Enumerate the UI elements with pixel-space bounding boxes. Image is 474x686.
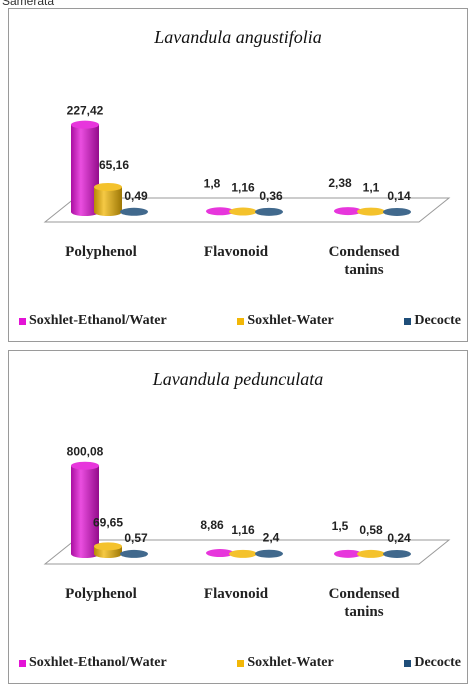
data-label: 0,24 — [387, 531, 411, 545]
data-label: 0,58 — [359, 523, 383, 537]
data-label: 0,14 — [387, 189, 411, 203]
bar-top — [255, 208, 283, 216]
legend-label: Soxhlet-Water — [247, 655, 333, 671]
bar-top — [383, 208, 411, 216]
bar-top — [383, 550, 411, 558]
legend-item-decocte: Decocte — [404, 313, 461, 329]
bar-1-2 — [255, 550, 283, 558]
chart-plot-angustifolia: 227,42 65,16 0,49 Polyphenol 1,8 1,16 0,36 Flav… — [9, 9, 467, 341]
legend-item-water: Soxhlet-Water — [237, 313, 333, 329]
legend-label: Decocte — [414, 313, 461, 329]
bar-top — [71, 121, 99, 129]
category-label: Polyphenol — [65, 586, 137, 602]
legend-swatch-water — [237, 318, 244, 325]
data-label: 1,16 — [231, 181, 255, 195]
page-caption: Samerata — [2, 0, 54, 8]
data-label: 227,42 — [67, 104, 104, 118]
data-label: 65,16 — [99, 158, 129, 172]
category-label: Polyphenol — [65, 244, 137, 260]
bar-1-2 — [255, 208, 283, 216]
data-label: 0,57 — [124, 531, 148, 545]
chart-title: Lavandula angustifolia — [9, 27, 467, 48]
bar-0-2 — [120, 550, 148, 558]
bar-top — [120, 208, 148, 216]
bar-2-2 — [383, 550, 411, 558]
bar-0-2 — [120, 208, 148, 216]
bar-2-2 — [383, 208, 411, 216]
legend-item-water: Soxhlet-Water — [237, 655, 333, 671]
legend-swatch-decocte — [404, 660, 411, 667]
bar-top — [229, 550, 257, 558]
category-label: tanins — [344, 604, 383, 620]
bar-2-1 — [357, 550, 385, 558]
legend-swatch-ethanol-water — [19, 318, 26, 325]
bar-top — [94, 542, 122, 550]
legend-swatch-ethanol-water — [19, 660, 26, 667]
bar-body — [94, 187, 122, 216]
data-label: 0,49 — [124, 189, 148, 203]
legend-label: Soxhlet-Water — [247, 313, 333, 329]
category-label: Condensed — [329, 586, 401, 602]
legend-label: Decocte — [414, 655, 461, 671]
bar-0-1 — [94, 542, 122, 558]
bar-top — [94, 183, 122, 191]
data-label: 1,8 — [204, 176, 221, 190]
legend-item-ethanol-water: Soxhlet-Ethanol/Water — [19, 313, 167, 329]
chart-panel-angustifolia: 227,42 65,16 0,49 Polyphenol 1,8 1,16 0,36 Flav… — [8, 8, 468, 342]
bar-top — [120, 550, 148, 558]
legend-item-ethanol-water: Soxhlet-Ethanol/Water — [19, 655, 167, 671]
bar-2-1 — [357, 208, 385, 216]
bar-top — [357, 208, 385, 216]
data-label: 2,38 — [328, 176, 352, 190]
data-label: 0,36 — [259, 189, 283, 203]
bar-top — [255, 550, 283, 558]
chart-panel-pedunculata: 800,08 69,65 0,57 Polyphenol 8,86 1,16 2,4 Flav… — [8, 350, 468, 684]
data-label: 1,5 — [332, 519, 349, 533]
legend-swatch-water — [237, 660, 244, 667]
chart-title: Lavandula pedunculata — [9, 369, 467, 390]
data-label: 800,08 — [67, 445, 104, 459]
bar-top — [71, 462, 99, 470]
data-label: 2,4 — [263, 531, 280, 545]
bar-0-1 — [94, 183, 122, 216]
data-label: 69,65 — [93, 515, 123, 529]
chart-legend: Soxhlet-Ethanol/Water Soxhlet-Water Deco… — [19, 655, 461, 671]
chart-legend: Soxhlet-Ethanol/Water Soxhlet-Water Deco… — [19, 313, 461, 329]
bar-0-0 — [71, 462, 99, 558]
legend-item-decocte: Decocte — [404, 655, 461, 671]
legend-label: Soxhlet-Ethanol/Water — [29, 313, 167, 329]
bar-1-1 — [229, 550, 257, 558]
legend-label: Soxhlet-Ethanol/Water — [29, 655, 167, 671]
legend-swatch-decocte — [404, 318, 411, 325]
chart-plot-pedunculata: 800,08 69,650,57 Polyphenol 8,86 1,16 2,4 Flav… — [9, 351, 467, 683]
category-label: tanins — [344, 262, 383, 278]
category-label: Flavonoid — [204, 586, 269, 602]
category-label: Condensed — [329, 244, 401, 260]
category-label: Flavonoid — [204, 244, 269, 260]
bar-top — [357, 550, 385, 558]
bar-top — [229, 208, 257, 216]
bar-1-1 — [229, 208, 257, 216]
bar-body — [71, 466, 99, 558]
data-label: 1,16 — [231, 523, 255, 537]
data-label: 8,86 — [200, 518, 224, 532]
data-label: 1,1 — [363, 181, 380, 195]
